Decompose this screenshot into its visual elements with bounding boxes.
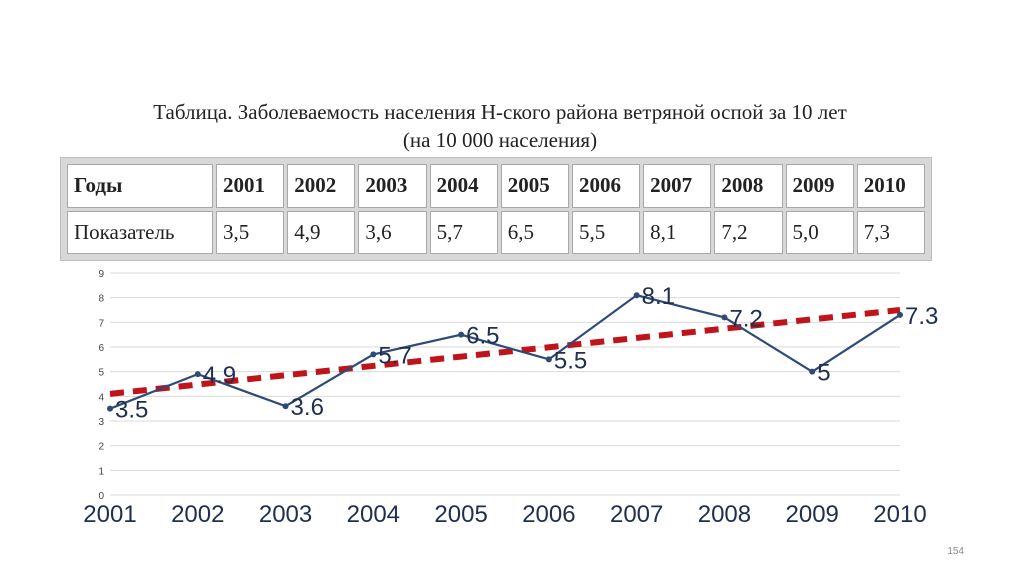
data-label: 4.9 <box>203 362 236 389</box>
table-cell: 7,2 <box>714 210 783 254</box>
table-header-cell: 2007 <box>643 164 712 208</box>
x-tick-label: 2006 <box>522 501 575 528</box>
data-point <box>721 314 728 321</box>
y-tick-label: 9 <box>98 269 104 280</box>
data-point <box>282 403 289 410</box>
data-point <box>458 331 465 338</box>
data-point <box>107 405 113 412</box>
x-tick-label: 2005 <box>434 501 487 528</box>
data-label: 7.2 <box>729 305 762 332</box>
y-tick-label: 4 <box>98 392 104 403</box>
table-cell: 5,7 <box>429 210 498 254</box>
table-header-cell: 2008 <box>714 164 783 208</box>
table-cell: 4,9 <box>287 210 356 254</box>
table-header-cell: 2010 <box>856 164 925 208</box>
table-header-cell: 2005 <box>500 164 569 208</box>
data-point <box>897 311 903 318</box>
data-label: 5.5 <box>554 347 587 374</box>
data-label: 3.5 <box>115 397 148 424</box>
data-point <box>545 356 552 363</box>
series-line <box>109 294 901 410</box>
data-label: 6.5 <box>466 323 499 350</box>
data-label: 8.1 <box>642 283 675 310</box>
caption-line-2: (на 10 000 населения) <box>402 128 598 152</box>
data-point <box>370 351 377 358</box>
table-header-cell: 2002 <box>287 164 356 208</box>
table-header-row: Годы 2001 2002 2003 2004 2005 2006 2007 … <box>67 164 925 208</box>
table-header-cell: 2001 <box>216 164 285 208</box>
table-header-cell: Годы <box>67 164 213 208</box>
table-cell: 6,5 <box>500 210 569 254</box>
data-label: 5 <box>817 360 830 387</box>
table-value-row: Показатель 3,5 4,9 3,6 5,7 6,5 5,5 8,1 7… <box>67 210 925 254</box>
x-tick-label: 2010 <box>873 501 926 528</box>
y-tick-label: 1 <box>98 466 104 477</box>
x-tick-label: 2008 <box>698 501 751 528</box>
table-cell: 5,0 <box>785 210 854 254</box>
data-table-frame: Годы 2001 2002 2003 2004 2005 2006 2007 … <box>60 157 932 261</box>
table-header-cell: 2004 <box>429 164 498 208</box>
x-tick-label: 2004 <box>347 501 400 528</box>
table-header-cell: 2006 <box>571 164 641 208</box>
table-cell: 7,3 <box>856 210 925 254</box>
trendline <box>109 307 901 397</box>
x-tick-label: 2002 <box>171 501 224 528</box>
x-tick-label: 2003 <box>259 501 312 528</box>
y-tick-label: 2 <box>98 442 104 453</box>
table-caption: Таблица. Заболеваемость населения Н-ског… <box>60 98 940 154</box>
table-cell: 3,5 <box>216 210 285 254</box>
table-cell: 8,1 <box>643 210 712 254</box>
data-point <box>633 292 640 299</box>
x-tick-label: 2009 <box>786 501 839 528</box>
table-header-cell: 2003 <box>358 164 427 208</box>
table-cell: 3,6 <box>358 210 427 254</box>
caption-line-1: Таблица. Заболеваемость населения Н-ског… <box>153 100 847 124</box>
table-cell: Показатель <box>67 210 213 254</box>
data-label: 7.3 <box>905 303 938 330</box>
table-header-cell: 2009 <box>785 164 854 208</box>
x-tick-label: 2001 <box>83 501 136 528</box>
data-label: 3.6 <box>291 394 324 421</box>
y-tick-label: 5 <box>98 368 104 379</box>
y-tick-label: 3 <box>98 417 104 428</box>
data-label: 5.7 <box>378 342 411 369</box>
data-point <box>194 371 201 378</box>
y-tick-label: 6 <box>98 343 104 354</box>
y-tick-label: 8 <box>98 294 104 305</box>
y-tick-label: 7 <box>98 318 104 329</box>
page-number: 154 <box>947 546 964 557</box>
table-cell: 5,5 <box>571 210 641 254</box>
y-tick-label: 0 <box>98 491 104 502</box>
data-table: Годы 2001 2002 2003 2004 2005 2006 2007 … <box>64 161 928 257</box>
x-tick-label: 2007 <box>610 501 663 528</box>
data-point <box>809 368 816 375</box>
